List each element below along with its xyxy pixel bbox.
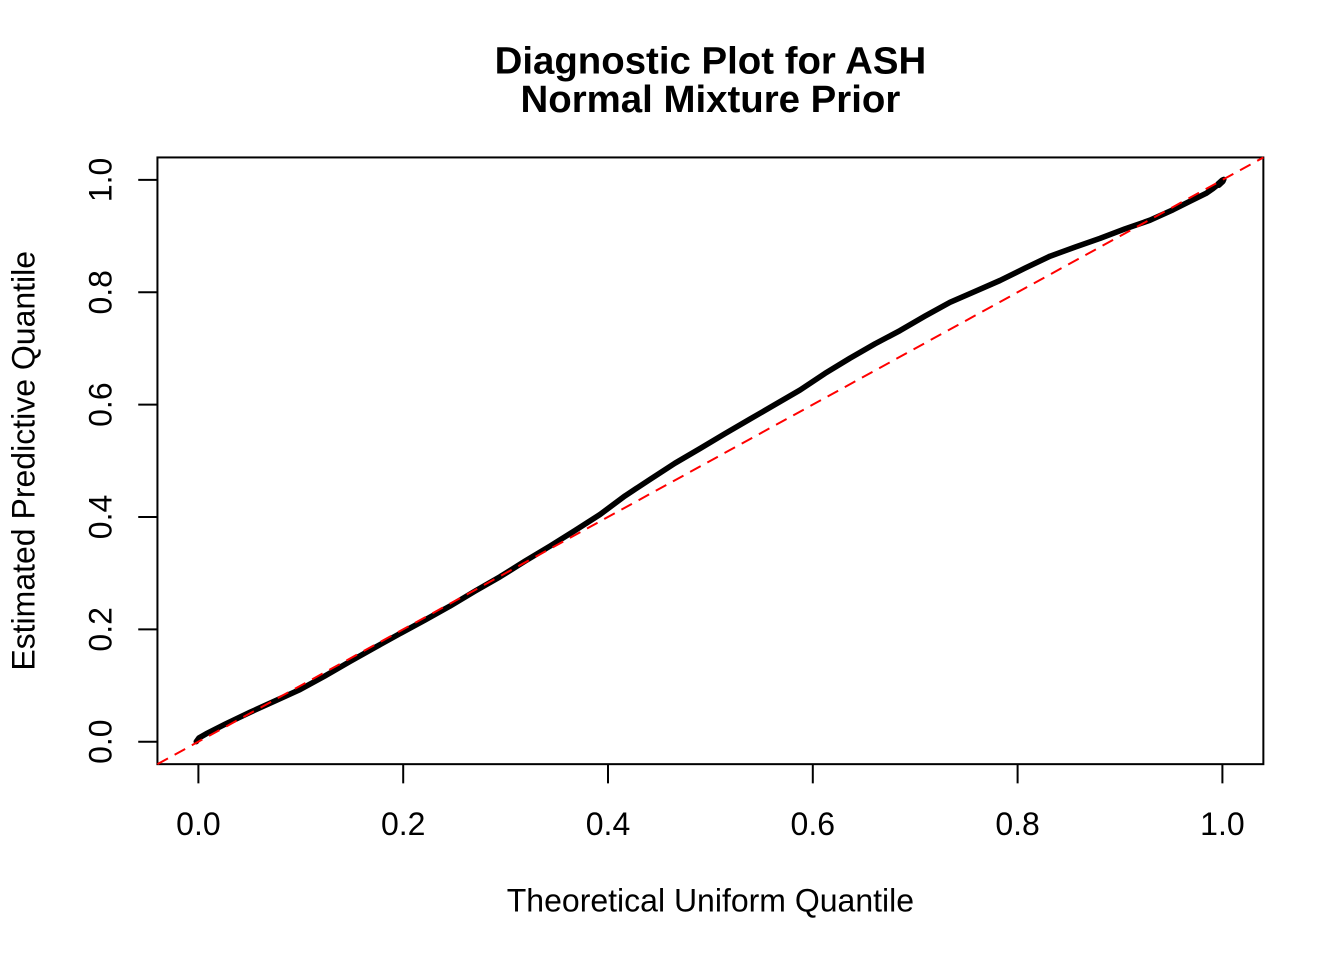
svg-text:0.2: 0.2 — [381, 806, 425, 842]
svg-text:0.2: 0.2 — [82, 607, 118, 651]
svg-text:Diagnostic Plot for ASH: Diagnostic Plot for ASH — [495, 40, 927, 83]
svg-text:0.8: 0.8 — [995, 806, 1039, 842]
svg-text:0.8: 0.8 — [82, 270, 118, 314]
svg-text:1.0: 1.0 — [82, 158, 118, 202]
svg-text:Theoretical Uniform Quantile: Theoretical Uniform Quantile — [507, 883, 914, 919]
svg-text:0.6: 0.6 — [82, 382, 118, 426]
svg-text:Normal Mixture Prior: Normal Mixture Prior — [521, 78, 901, 121]
svg-text:1.0: 1.0 — [1200, 806, 1244, 842]
svg-text:0.4: 0.4 — [586, 806, 630, 842]
svg-text:Estimated Predictive Quantile: Estimated Predictive Quantile — [6, 251, 42, 671]
svg-text:0.4: 0.4 — [82, 495, 118, 539]
svg-text:0.6: 0.6 — [791, 806, 835, 842]
svg-text:0.0: 0.0 — [176, 806, 220, 842]
svg-text:0.0: 0.0 — [82, 719, 118, 763]
